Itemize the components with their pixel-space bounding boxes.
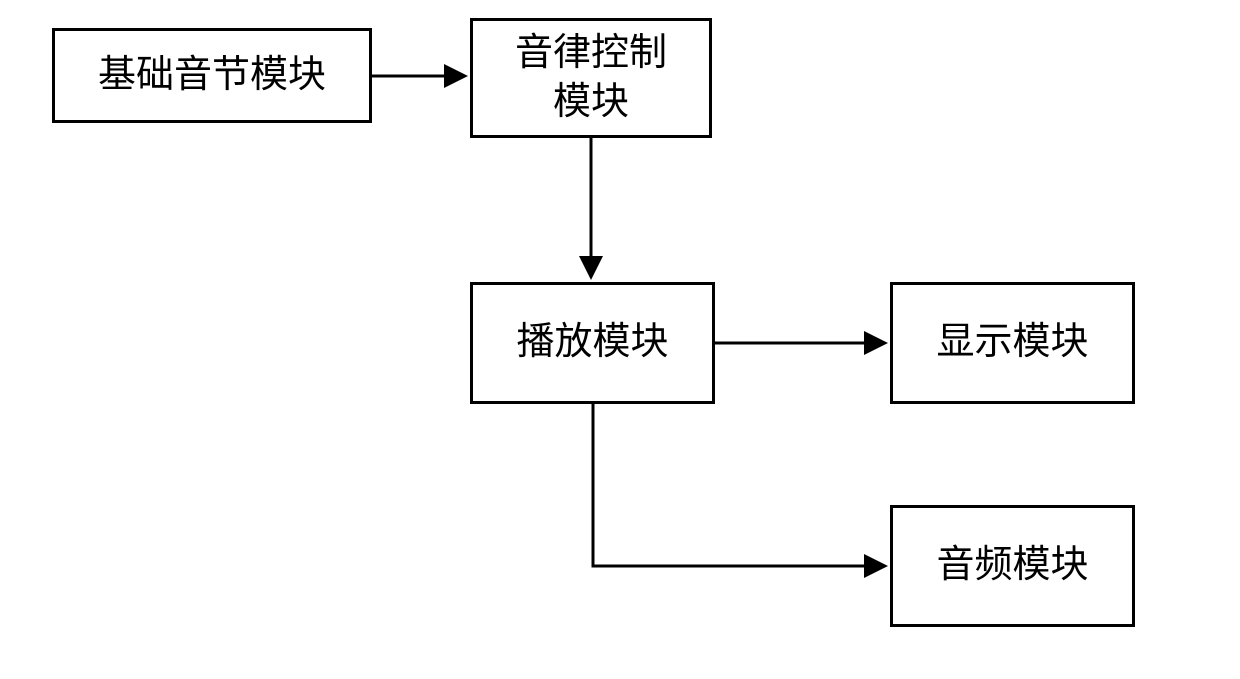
node-audio: 音频模块 xyxy=(890,505,1135,627)
edge-playback-to-audio xyxy=(593,404,882,566)
node-playback: 播放模块 xyxy=(470,282,715,404)
node-label: 播放模块 xyxy=(516,318,668,367)
node-display: 显示模块 xyxy=(890,282,1135,404)
node-basic-syllable: 基础音节模块 xyxy=(52,28,372,123)
node-rhythm-control: 音律控制模块 xyxy=(470,18,712,138)
node-label: 音律控制模块 xyxy=(515,29,667,128)
node-label: 显示模块 xyxy=(936,318,1088,367)
node-label: 基础音节模块 xyxy=(98,51,326,100)
node-label: 音频模块 xyxy=(936,541,1088,590)
